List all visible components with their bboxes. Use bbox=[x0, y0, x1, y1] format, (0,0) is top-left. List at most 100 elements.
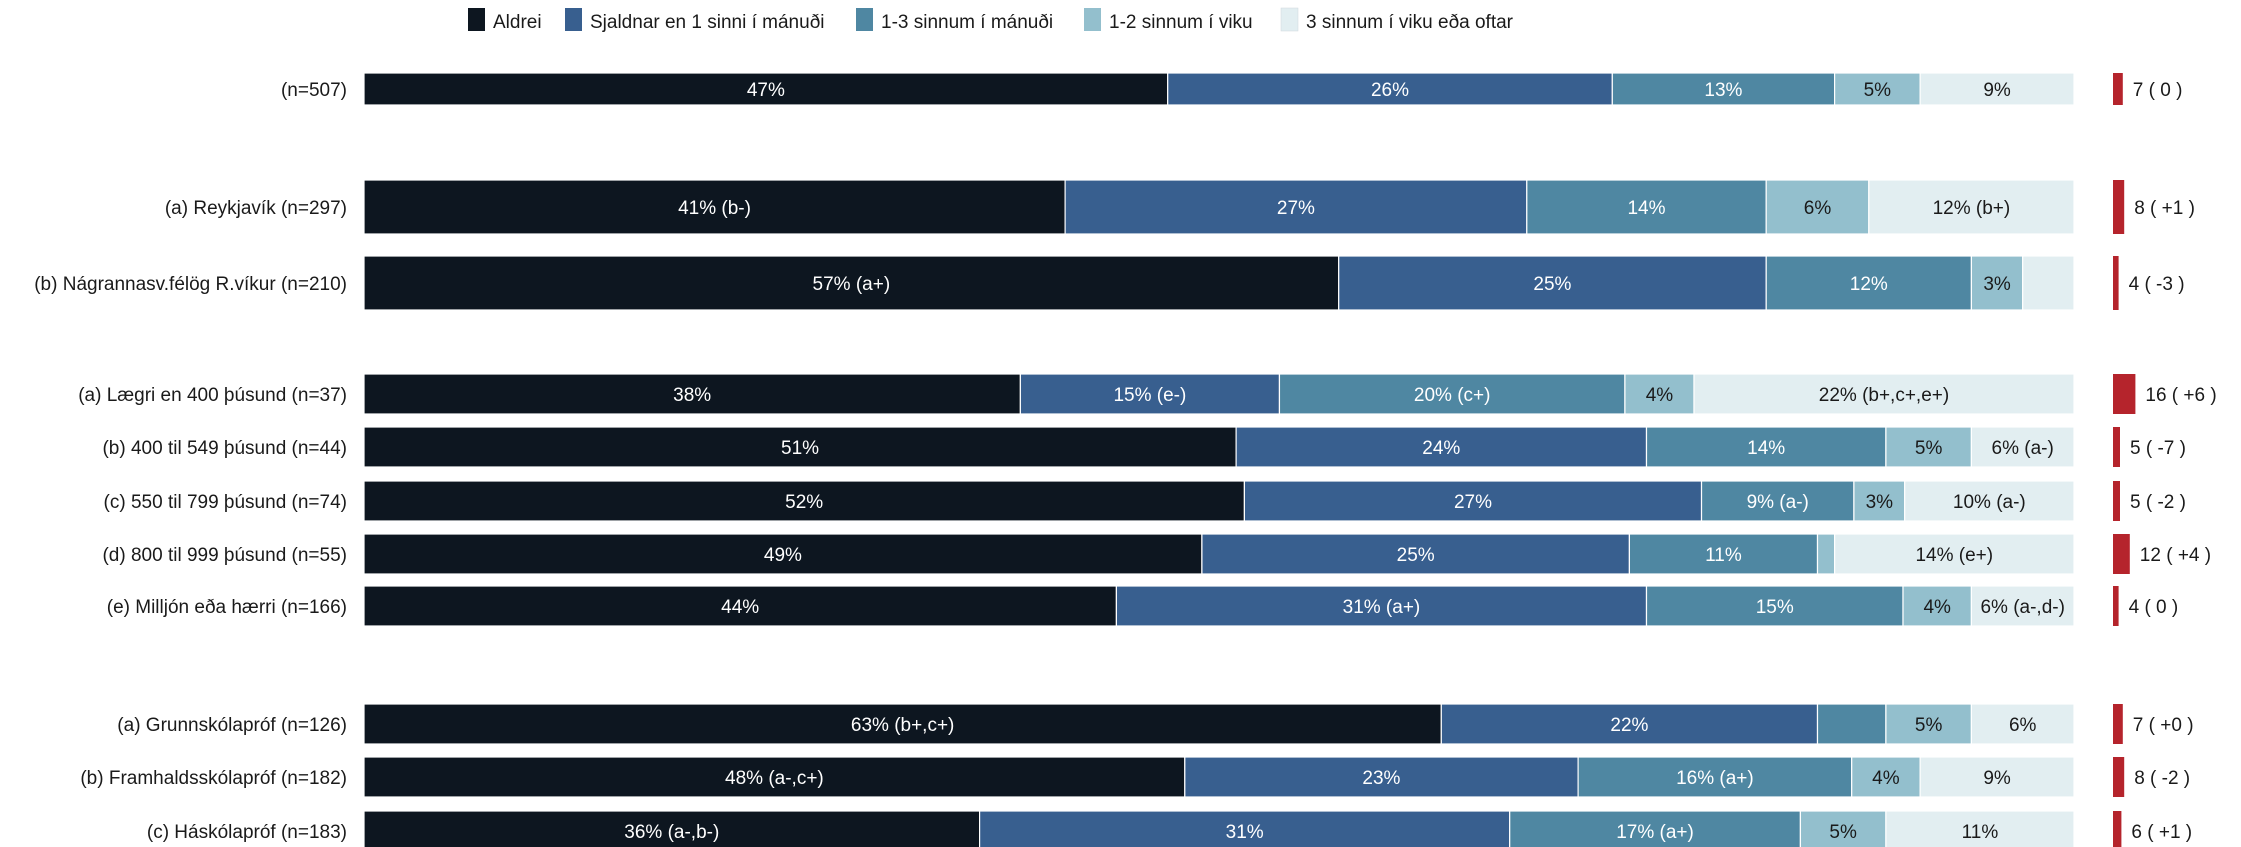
side-indicator-bar bbox=[2113, 811, 2121, 847]
segment-label: 17% (a+) bbox=[1616, 822, 1694, 843]
segment-label: 14% (e+) bbox=[1915, 545, 1993, 566]
segment-label: 51% bbox=[781, 438, 819, 459]
legend: Aldrei Sjaldnar en 1 sinni í mánuði 1-3 si… bbox=[468, 8, 1514, 33]
side-indicator-bar bbox=[2113, 534, 2130, 574]
side-indicator-label: 7 ( +0 ) bbox=[2133, 715, 2194, 736]
side-indicator-label: 4 ( -3 ) bbox=[2129, 274, 2185, 295]
segment-label: 13% bbox=[1704, 80, 1742, 101]
segment-label: 5% bbox=[1864, 80, 1892, 101]
side-indicator-bar bbox=[2113, 73, 2123, 105]
bar-row: (a) Reykjavík (n=297) 41% (b-) 27% 14% 6% 12%… bbox=[165, 180, 2195, 234]
segment-label: 26% bbox=[1371, 80, 1409, 101]
bar-row: (e) Milljón eða hærri (n=166) 44% 31% (a+)… bbox=[107, 586, 2178, 626]
legend-swatch-2 bbox=[565, 8, 582, 31]
legend-label-2: Sjaldnar en 1 sinni í mánuði bbox=[590, 12, 824, 33]
segment-label: 36% (a-,b-) bbox=[624, 822, 719, 843]
bar-segment bbox=[1818, 534, 1835, 574]
segment-label: 12% bbox=[1850, 274, 1888, 295]
row-label: (b) Framhaldsskólapróf (n=182) bbox=[80, 768, 347, 789]
bar-row: (a) Lægri en 400 þúsund (n=37) 38% 15% (e-… bbox=[78, 374, 2217, 414]
segment-label: 31% (a+) bbox=[1343, 597, 1421, 618]
bar-row: (c) 550 til 799 þúsund (n=74) 52% 27% 9% (a… bbox=[104, 481, 2186, 521]
side-indicator-label: 8 ( -2 ) bbox=[2134, 768, 2190, 789]
segment-label: 48% (a-,c+) bbox=[725, 768, 824, 789]
segment-label: 6% (a-,d-) bbox=[1980, 597, 2064, 618]
segment-label: 3% bbox=[1866, 492, 1894, 513]
segment-label: 4% bbox=[1646, 385, 1674, 406]
side-indicator-label: 6 ( +1 ) bbox=[2131, 822, 2192, 843]
legend-label-3: 1-3 sinnum í mánuði bbox=[881, 12, 1053, 33]
segment-label: 4% bbox=[1872, 768, 1900, 789]
legend-swatch-1 bbox=[468, 8, 485, 31]
segment-label: 12% (b+) bbox=[1933, 198, 2011, 219]
side-indicator-bar bbox=[2113, 427, 2120, 467]
legend-label-5: 3 sinnum í viku eða oftar bbox=[1306, 12, 1514, 33]
segment-label: 49% bbox=[764, 545, 802, 566]
side-indicator-label: 5 ( -7 ) bbox=[2130, 438, 2186, 459]
bar-row: (n=507) 47% 26% 13% 5% 9% 7 ( 0 ) bbox=[281, 73, 2182, 105]
segment-label: 27% bbox=[1277, 198, 1315, 219]
segment-label: 16% (a+) bbox=[1676, 768, 1754, 789]
segment-label: 5% bbox=[1915, 438, 1943, 459]
segment-label: 6% bbox=[2009, 715, 2037, 736]
side-indicator-bar bbox=[2113, 374, 2135, 414]
segment-label: 47% bbox=[747, 80, 785, 101]
legend-label-4: 1-2 sinnum í viku bbox=[1109, 12, 1253, 33]
side-indicator-label: 8 ( +1 ) bbox=[2134, 198, 2195, 219]
side-indicator-label: 5 ( -2 ) bbox=[2130, 492, 2186, 513]
segment-label: 22% (b+,c+,e+) bbox=[1819, 385, 1949, 406]
segment-label: 31% bbox=[1226, 822, 1264, 843]
legend-swatch-5 bbox=[1281, 8, 1298, 31]
segment-label: 11% bbox=[1962, 822, 1999, 843]
segment-label: 20% (c+) bbox=[1414, 385, 1491, 406]
segment-label: 63% (b+,c+) bbox=[851, 715, 955, 736]
segment-label: 6% (a-) bbox=[1992, 438, 2054, 459]
legend-swatch-4 bbox=[1084, 8, 1101, 31]
side-indicator-label: 16 ( +6 ) bbox=[2145, 385, 2216, 406]
row-label: (c) Háskólapróf (n=183) bbox=[147, 822, 347, 843]
side-indicator-bar bbox=[2113, 704, 2123, 744]
side-indicator-bar bbox=[2113, 256, 2119, 310]
segment-label: 6% bbox=[1804, 198, 1832, 219]
segment-label: 9% (a-) bbox=[1747, 492, 1809, 513]
segment-label: 9% bbox=[1983, 768, 2011, 789]
segment-label: 25% bbox=[1533, 274, 1571, 295]
segment-label: 5% bbox=[1915, 715, 1943, 736]
segment-label: 57% (a+) bbox=[813, 274, 891, 295]
segment-label: 3% bbox=[1983, 274, 2011, 295]
side-indicator-label: 7 ( 0 ) bbox=[2133, 80, 2183, 101]
side-indicator-label: 12 ( +4 ) bbox=[2140, 545, 2211, 566]
side-indicator-bar bbox=[2113, 757, 2124, 797]
chart-rows: (n=507) 47% 26% 13% 5% 9% 7 ( 0 ) (a) Reykjavík… bbox=[34, 73, 2216, 847]
side-indicator-bar bbox=[2113, 481, 2120, 521]
segment-label: 44% bbox=[721, 597, 759, 618]
row-label: (a) Grunnskólapróf (n=126) bbox=[117, 715, 347, 736]
segment-label: 22% bbox=[1610, 715, 1648, 736]
segment-label: 27% bbox=[1454, 492, 1492, 513]
side-indicator-bar bbox=[2113, 180, 2124, 234]
side-indicator-bar bbox=[2113, 586, 2119, 626]
row-label: (a) Lægri en 400 þúsund (n=37) bbox=[78, 385, 347, 406]
segment-label: 15% (e-) bbox=[1113, 385, 1186, 406]
segment-label: 14% bbox=[1747, 438, 1785, 459]
legend-label-1: Aldrei bbox=[493, 12, 542, 33]
segment-label: 11% bbox=[1705, 545, 1742, 566]
bar-segment bbox=[1818, 704, 1886, 744]
segment-label: 25% bbox=[1397, 545, 1435, 566]
bar-row: (c) Háskólapróf (n=183) 36% (a-,b-) 31% 17%… bbox=[147, 811, 2192, 847]
bar-row: (a) Grunnskólapróf (n=126) 63% (b+,c+) 22%… bbox=[117, 704, 2193, 744]
row-label: (d) 800 til 999 þúsund (n=55) bbox=[102, 545, 347, 566]
segment-label: 23% bbox=[1362, 768, 1400, 789]
row-label: (e) Milljón eða hærri (n=166) bbox=[107, 597, 347, 618]
row-label: (n=507) bbox=[281, 80, 347, 101]
segment-label: 52% bbox=[785, 492, 823, 513]
segment-label: 10% (a-) bbox=[1953, 492, 2026, 513]
bar-row: (d) 800 til 999 þúsund (n=55) 49% 25% 11% 14… bbox=[102, 534, 2211, 574]
segment-label: 15% bbox=[1756, 597, 1794, 618]
side-indicator-label: 4 ( 0 ) bbox=[2129, 597, 2179, 618]
row-label: (a) Reykjavík (n=297) bbox=[165, 198, 347, 219]
segment-label: 38% bbox=[673, 385, 711, 406]
segment-label: 9% bbox=[1983, 80, 2011, 101]
segment-label: 24% bbox=[1422, 438, 1460, 459]
